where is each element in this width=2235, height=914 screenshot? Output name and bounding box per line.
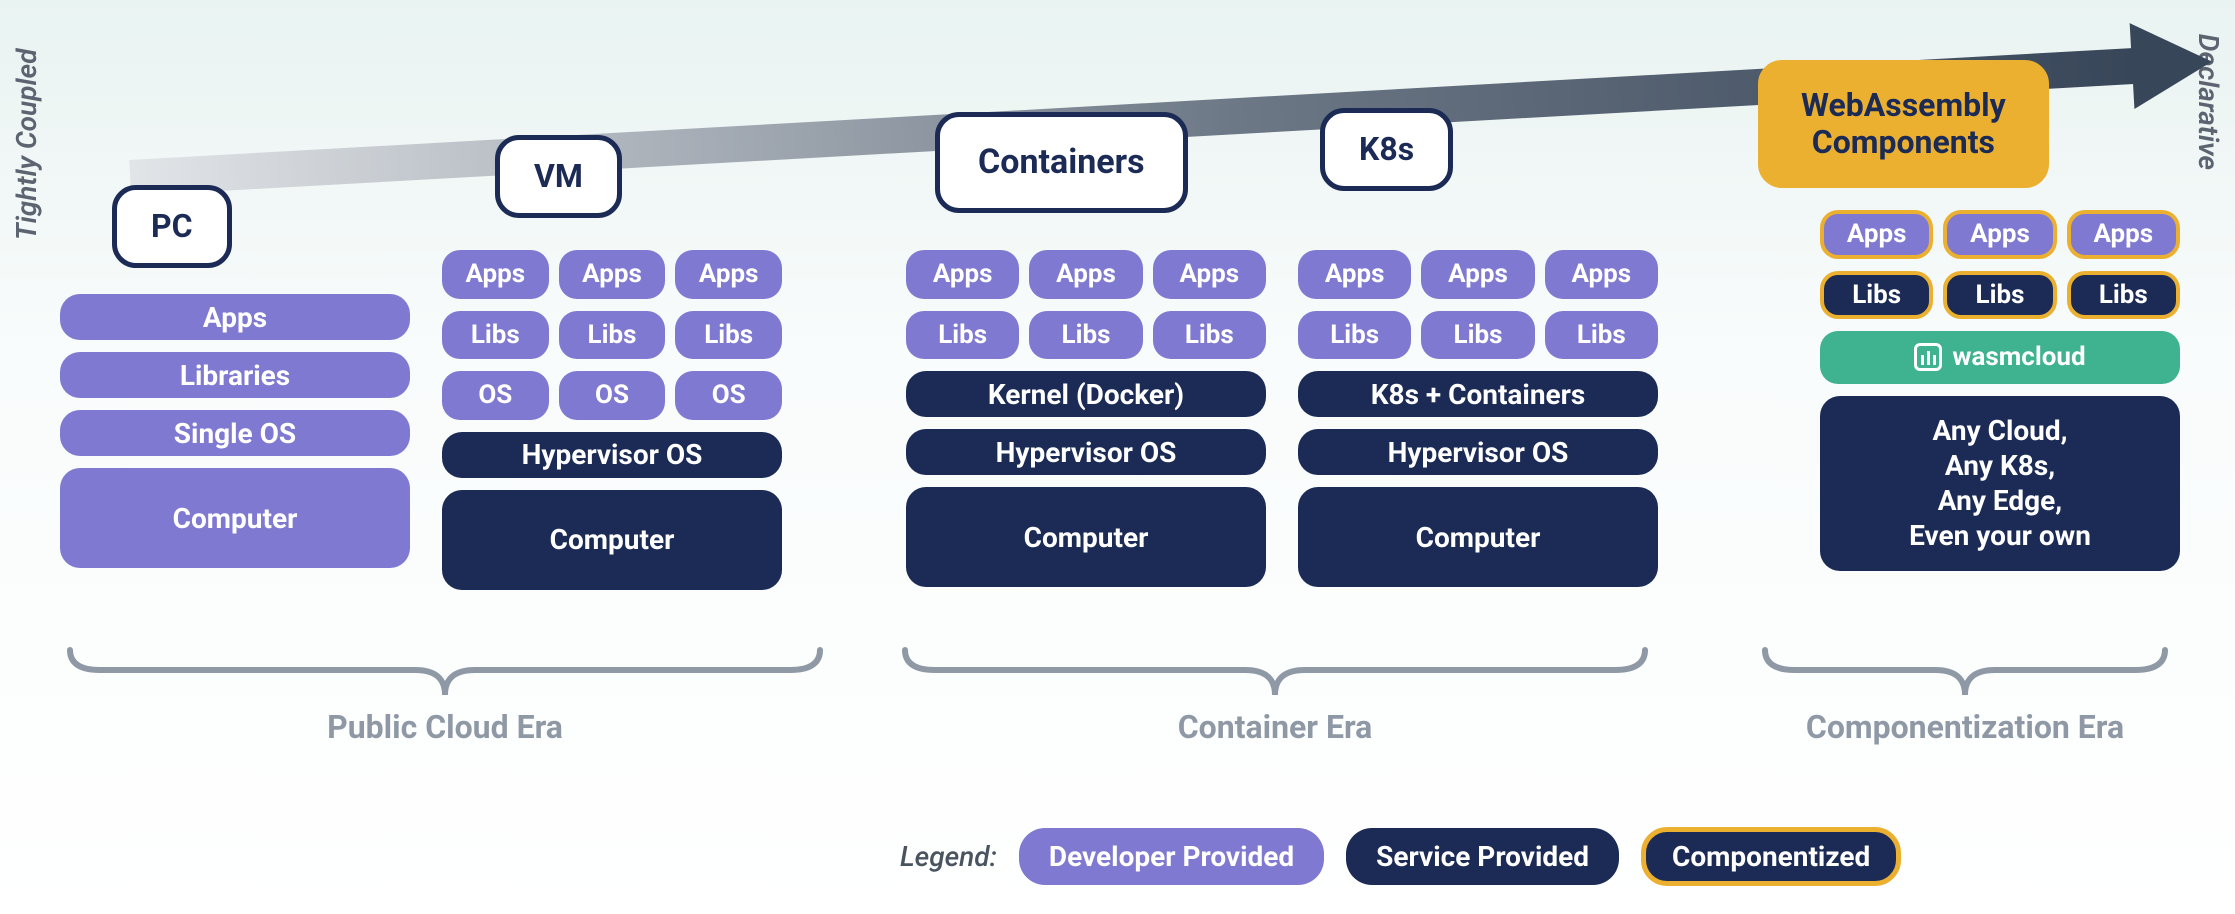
ctr-computer: Computer — [906, 487, 1266, 587]
wasm-apps-row: Apps Apps Apps — [1820, 210, 2180, 259]
era-container: Container Era — [895, 640, 1655, 746]
pc-libraries: Libraries — [60, 352, 410, 398]
k8s-hypervisor: Hypervisor OS — [1298, 429, 1658, 475]
pill-apps-componentized: Apps — [1820, 210, 1933, 259]
era-label: Container Era — [895, 708, 1655, 746]
pill-apps-componentized: Apps — [2067, 210, 2180, 259]
badge-k8s: K8s — [1320, 108, 1453, 191]
badge-webassembly-line1: WebAssembly — [1801, 87, 2006, 124]
pill-libs: Libs — [1029, 311, 1142, 360]
col-k8s: Apps Apps Apps Libs Libs Libs K8s + Cont… — [1298, 250, 1658, 590]
pc-os: Single OS — [60, 410, 410, 456]
legend-service: Service Provided — [1346, 828, 1619, 885]
pc-apps: Apps — [60, 294, 410, 340]
pill-apps: Apps — [1029, 250, 1142, 299]
pill-libs-componentized: Libs — [2067, 271, 2180, 320]
vm-hypervisor: Hypervisor OS — [442, 432, 782, 478]
legend: Legend: Developer Provided Service Provi… — [900, 827, 1901, 886]
pill-libs: Libs — [442, 311, 549, 360]
pill-apps: Apps — [1545, 250, 1658, 299]
pill-libs: Libs — [1153, 311, 1266, 360]
vm-libs-row: Libs Libs Libs — [442, 311, 782, 360]
era-label: Componentization Era — [1755, 708, 2175, 746]
wasmcloud-icon — [1914, 343, 1942, 371]
side-label-left: Tightly Coupled — [10, 49, 43, 240]
col-wasm: Apps Apps Apps Libs Libs Libs wasmcloud … — [1820, 210, 2180, 590]
k8s-libs-row: Libs Libs Libs — [1298, 311, 1658, 360]
era-public-cloud: Public Cloud Era — [60, 640, 830, 746]
pill-apps: Apps — [559, 250, 666, 299]
badge-containers: Containers — [935, 112, 1188, 213]
k8s-computer: Computer — [1298, 487, 1658, 587]
ctr-hypervisor: Hypervisor OS — [906, 429, 1266, 475]
pill-libs: Libs — [1545, 311, 1658, 360]
vm-os-row: OS OS OS — [442, 371, 782, 420]
k8s-apps-row: Apps Apps Apps — [1298, 250, 1658, 299]
pill-apps: Apps — [906, 250, 1019, 299]
pill-libs-componentized: Libs — [1820, 271, 1933, 320]
pill-os: OS — [442, 371, 549, 420]
ctr-kernel: Kernel (Docker) — [906, 371, 1266, 417]
pill-apps: Apps — [442, 250, 549, 299]
legend-developer: Developer Provided — [1019, 828, 1324, 885]
columns: Apps Libraries Single OS Computer Apps A… — [60, 250, 2180, 590]
wasmcloud-label: wasmcloud — [1952, 343, 2085, 372]
pill-libs: Libs — [559, 311, 666, 360]
pill-libs: Libs — [1298, 311, 1411, 360]
pill-apps: Apps — [1421, 250, 1534, 299]
pill-os: OS — [559, 371, 666, 420]
vm-apps-row: Apps Apps Apps — [442, 250, 782, 299]
pill-apps-componentized: Apps — [1943, 210, 2056, 259]
pill-apps: Apps — [1153, 250, 1266, 299]
era-componentization: Componentization Era — [1755, 640, 2175, 746]
badge-vm: VM — [495, 135, 622, 218]
pill-libs-componentized: Libs — [1943, 271, 2056, 320]
wasm-libs-row: Libs Libs Libs — [1820, 271, 2180, 320]
wasm-line: Any Cloud, — [1933, 413, 2068, 448]
pc-computer: Computer — [60, 468, 410, 568]
pill-libs: Libs — [906, 311, 1019, 360]
ctr-libs-row: Libs Libs Libs — [906, 311, 1266, 360]
badge-webassembly-line2: Components — [1801, 124, 2006, 161]
col-containers: Apps Apps Apps Libs Libs Libs Kernel (Do… — [906, 250, 1266, 590]
col-pc: Apps Libraries Single OS Computer — [60, 294, 410, 590]
wasm-line: Any K8s, — [1945, 448, 2055, 483]
pill-libs: Libs — [675, 311, 782, 360]
era-label: Public Cloud Era — [60, 708, 830, 746]
ctr-apps-row: Apps Apps Apps — [906, 250, 1266, 299]
vm-computer: Computer — [442, 490, 782, 590]
wasm-line: Any Edge, — [1938, 483, 2062, 518]
wasm-anywhere: Any Cloud, Any K8s, Any Edge, Even your … — [1820, 396, 2180, 571]
pill-libs: Libs — [1421, 311, 1534, 360]
pill-os: OS — [675, 371, 782, 420]
legend-title: Legend: — [900, 840, 997, 873]
legend-componentized: Componentized — [1641, 827, 1901, 886]
col-vm: Apps Apps Apps Libs Libs Libs OS OS OS H… — [442, 250, 782, 590]
wasm-line: Even your own — [1909, 518, 2091, 553]
k8s-layer: K8s + Containers — [1298, 371, 1658, 417]
wasmcloud-bar: wasmcloud — [1820, 331, 2180, 384]
pill-apps: Apps — [675, 250, 782, 299]
pill-apps: Apps — [1298, 250, 1411, 299]
badge-webassembly: WebAssembly Components — [1758, 60, 2049, 188]
